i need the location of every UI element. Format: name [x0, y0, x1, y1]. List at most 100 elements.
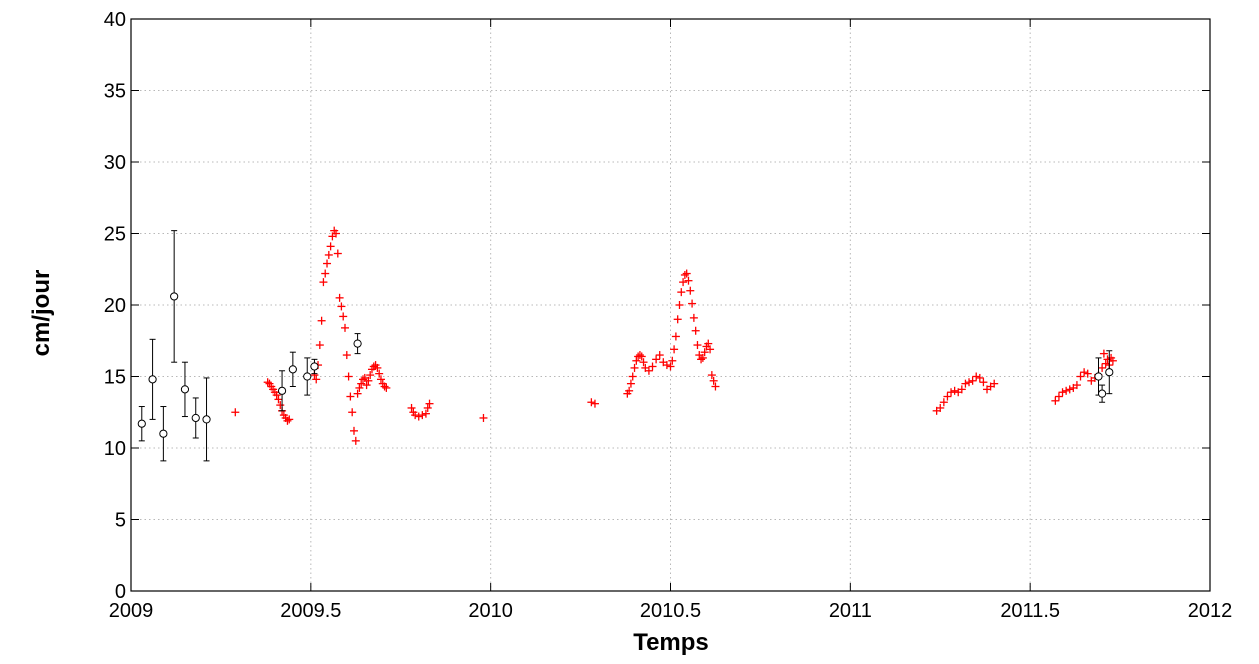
plus-marker-point [355, 383, 364, 392]
plus-marker-point [423, 403, 432, 412]
x-tick-label: 2010.5 [640, 600, 701, 622]
circle-marker [159, 429, 168, 438]
plus-marker-point [972, 372, 981, 381]
plus-marker-point [682, 269, 691, 278]
plus-marker-point [312, 375, 321, 384]
plus-marker-point [587, 398, 596, 407]
circle-marker-point [1105, 350, 1114, 395]
plus-marker-point [965, 378, 974, 387]
circle-marker-point [191, 397, 200, 439]
plus-marker-point [425, 399, 434, 408]
plus-marker-point [414, 412, 423, 421]
circle-marker-point [148, 338, 157, 420]
circle-marker [1094, 372, 1103, 381]
plus-marker-point [662, 361, 671, 370]
plus-marker-point [411, 411, 420, 420]
plus-marker-point [711, 382, 720, 391]
x-axis-title: Temps [633, 629, 709, 656]
plus-marker-point [272, 391, 281, 400]
plus-marker-point [333, 249, 342, 258]
plus-marker-point [635, 351, 644, 360]
plus-marker-point [639, 358, 648, 367]
plus-marker-point [688, 299, 697, 308]
plus-marker-point [1058, 388, 1067, 397]
circle-marker-point [180, 361, 190, 418]
plus-marker-point [339, 312, 348, 321]
circle-marker-point [159, 406, 168, 462]
plus-marker-point [332, 229, 341, 238]
circle-marker-point [288, 351, 297, 388]
y-tick-label: 15 [104, 367, 126, 389]
circle-marker [353, 339, 362, 348]
plus-marker-point [698, 353, 707, 362]
plus-marker-point [366, 371, 375, 380]
circle-marker [191, 413, 200, 423]
y-axis-title: cm/jour [28, 270, 55, 357]
plus-marker-point [337, 302, 346, 311]
plus-marker-point [943, 392, 952, 401]
circle-marker [277, 386, 287, 395]
plus-marker-point [939, 398, 948, 407]
plus-marker-point [373, 363, 382, 372]
circle-marker-point [170, 230, 179, 363]
plus-marker-point [704, 339, 713, 348]
circle-marker-point [277, 370, 287, 412]
circle-marker-point [310, 358, 319, 375]
plus-marker-point [341, 323, 350, 332]
plus-marker-point [684, 276, 693, 285]
plus-marker-point [1098, 363, 1107, 372]
plus-marker-point [1099, 349, 1108, 358]
plus-marker-point [1072, 381, 1081, 390]
plus-marker-point [675, 301, 684, 309]
circle-marker [1105, 368, 1114, 377]
plus-marker-point [315, 341, 324, 350]
plus-marker-point [693, 341, 702, 350]
x-tick-label: 2011.5 [1000, 600, 1060, 622]
circle-marker-point [1094, 357, 1103, 396]
circle-marker-point [353, 333, 362, 355]
plus-marker-point [274, 395, 283, 404]
plus-marker-point [979, 378, 988, 387]
plus-marker-point [968, 376, 977, 385]
y-tick-label: 40 [104, 9, 126, 31]
plus-marker-point [679, 278, 688, 287]
plus-marker-point [321, 269, 330, 278]
plus-marker-point [283, 416, 292, 425]
plus-marker-point [648, 362, 657, 371]
circle-marker [288, 365, 297, 374]
plus-marker-point [376, 375, 385, 384]
circle-marker [137, 419, 146, 428]
circle-marker-point [202, 377, 211, 462]
y-tick-label: 0 [115, 581, 126, 603]
plus-marker-point [677, 288, 686, 297]
x-tick-label: 2011 [829, 600, 872, 622]
plus-marker-point [351, 436, 360, 445]
plus-marker-point [317, 316, 326, 325]
plus-marker-point [1101, 359, 1110, 368]
circle-marker [170, 292, 179, 301]
circle-marker [310, 362, 319, 371]
plus-marker-point [1080, 368, 1089, 377]
circle-marker-point [303, 357, 312, 396]
plus-marker-point [382, 383, 391, 392]
plus-marker-point [697, 355, 706, 364]
plus-marker-point [375, 369, 384, 378]
circle-marker-point [137, 406, 146, 442]
plus-marker-point [626, 379, 635, 388]
plus-marker-point [950, 386, 959, 395]
plus-marker-point [263, 378, 272, 387]
y-tick-label: 30 [104, 152, 126, 174]
plus-marker-point [285, 415, 294, 424]
plus-marker-point [947, 388, 956, 397]
plus-marker-point [666, 362, 675, 371]
plus-marker-point [630, 363, 639, 372]
plus-marker-point [670, 345, 679, 354]
plus-marker-point [342, 351, 351, 360]
circle-marker-point [1098, 384, 1107, 403]
plus-marker-point [644, 366, 653, 375]
plus-marker-point [353, 389, 362, 398]
plus-marker-point [1108, 356, 1117, 365]
circle-marker [202, 415, 211, 424]
